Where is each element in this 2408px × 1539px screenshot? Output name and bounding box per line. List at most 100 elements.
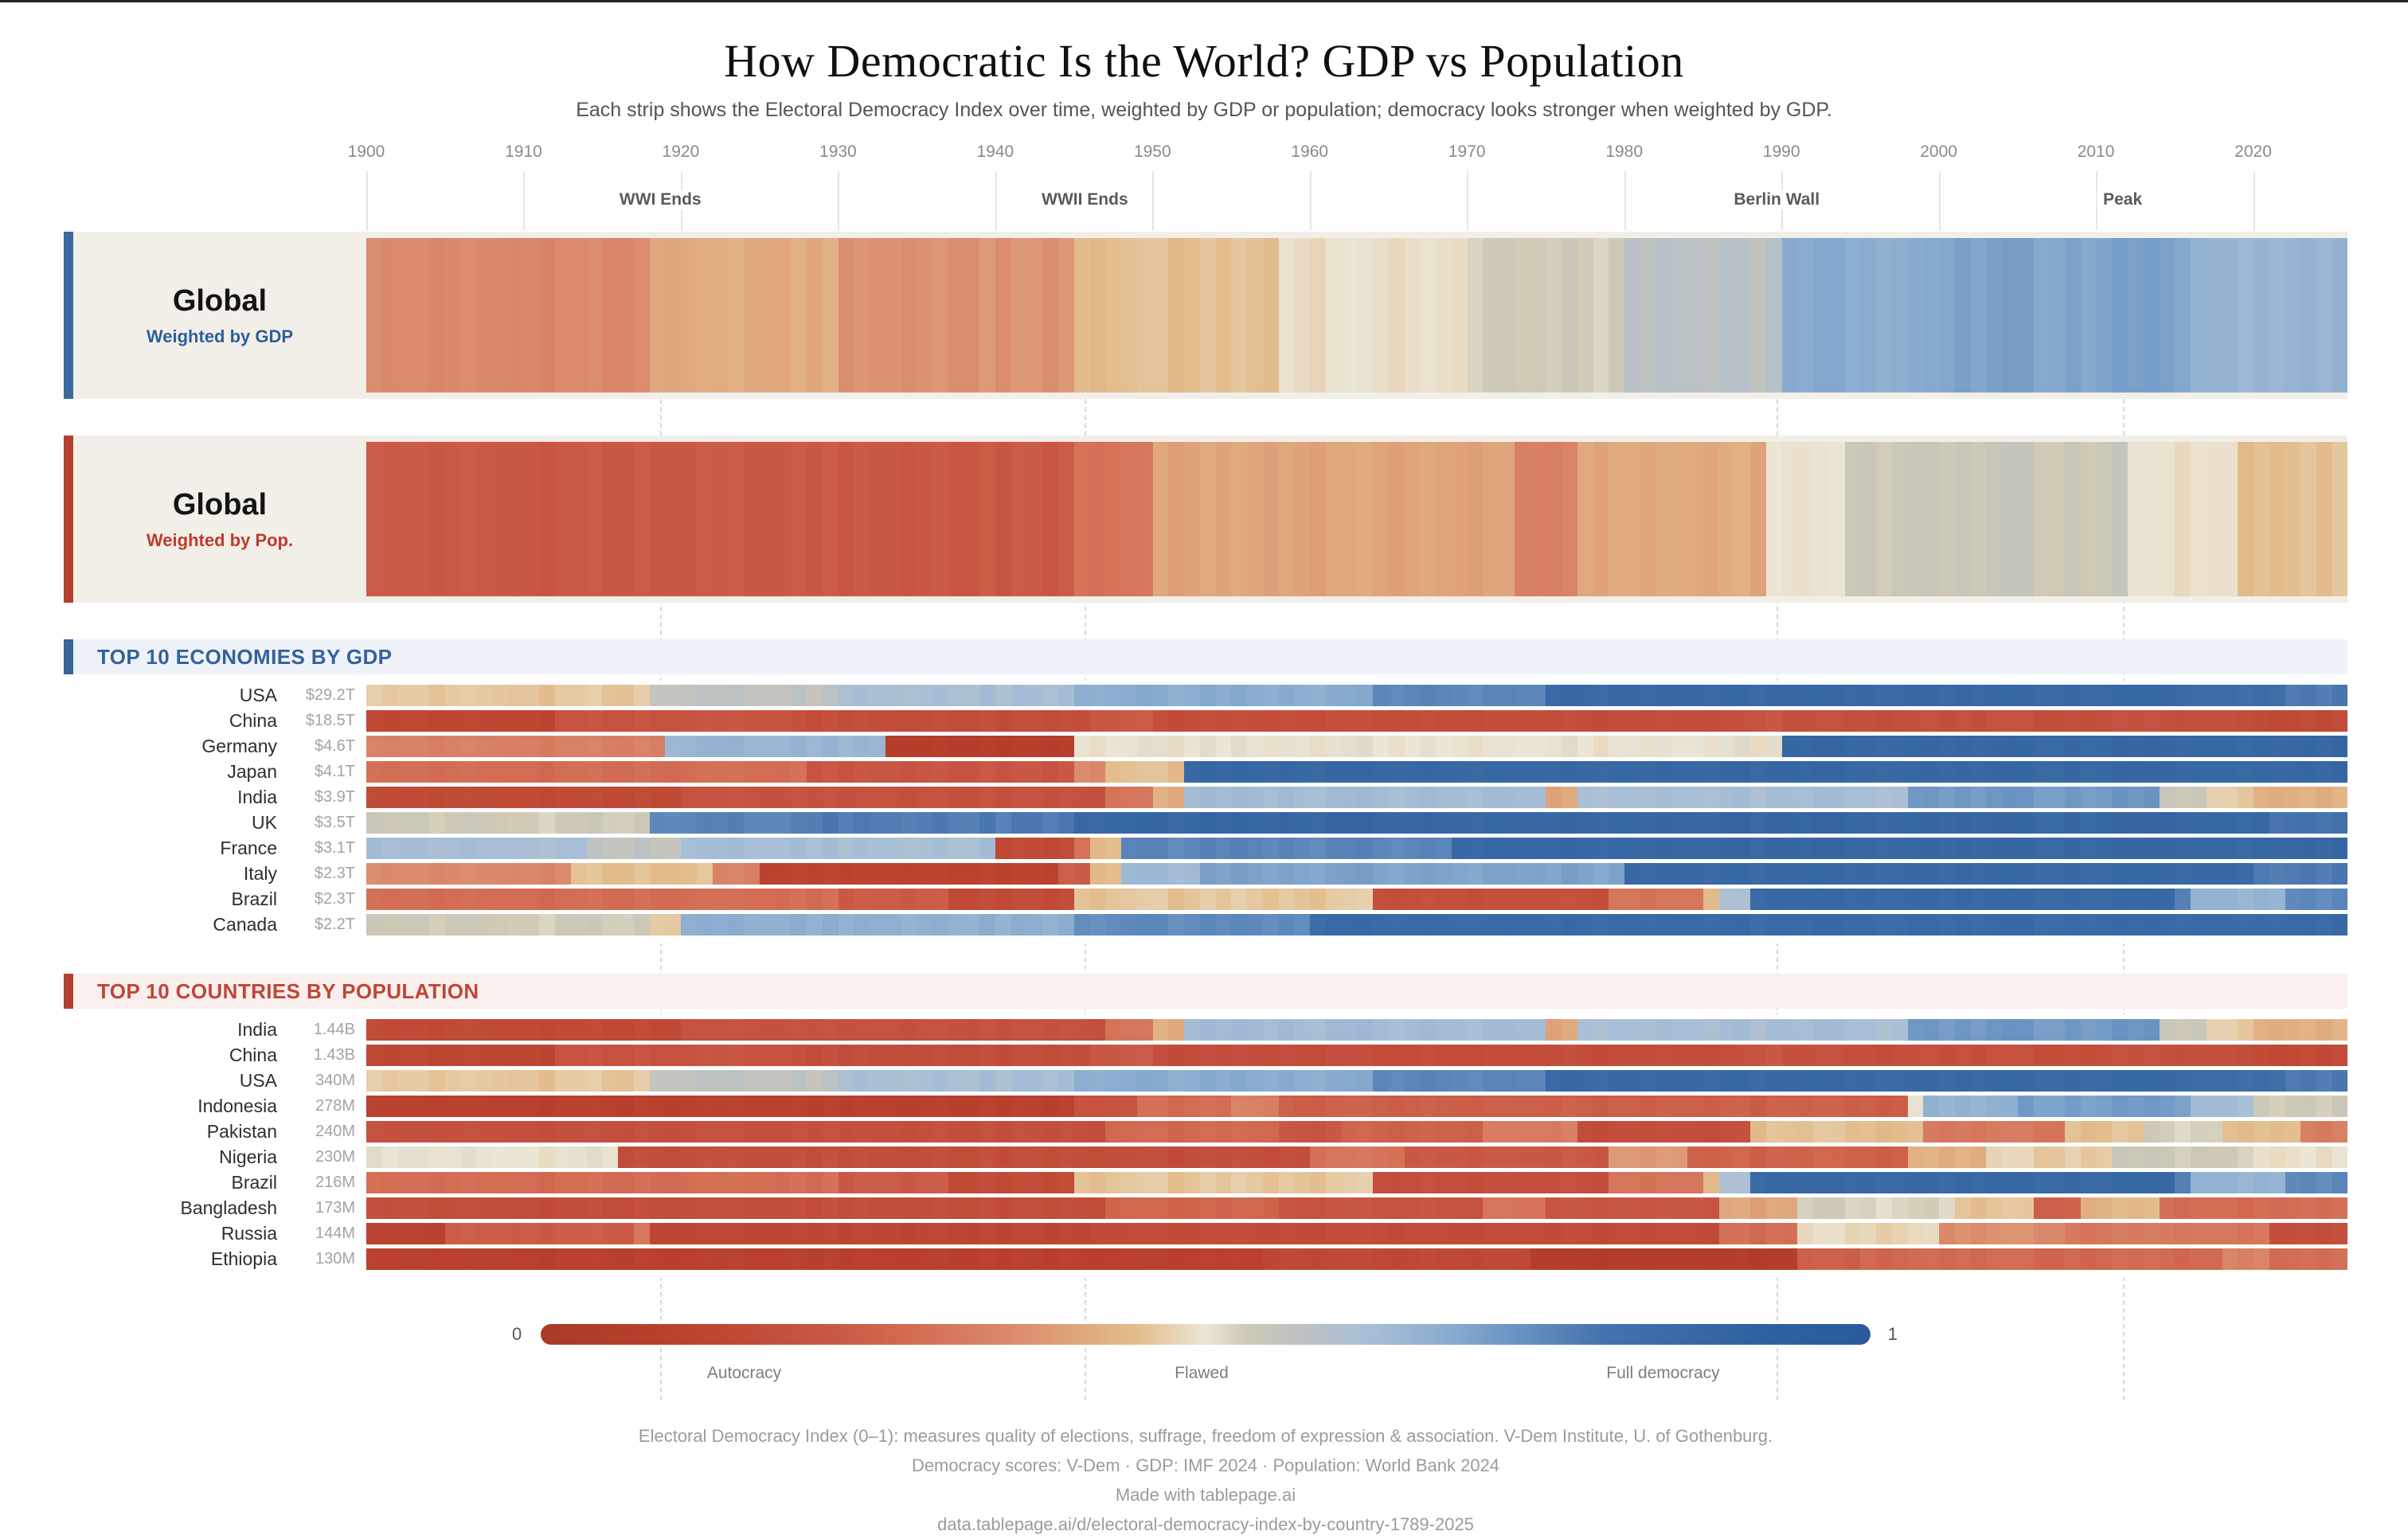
- year-cell: [507, 811, 524, 834]
- year-cell: [1797, 1044, 1813, 1066]
- year-cell: [1970, 913, 1987, 936]
- country-strip-pakistan[interactable]: [366, 1120, 2347, 1143]
- year-cell: [1105, 1248, 1121, 1270]
- year-cell: [618, 888, 634, 910]
- year-cell: [397, 862, 414, 885]
- year-cell: [1026, 442, 1043, 596]
- year-cell: [728, 442, 744, 596]
- year-cell: [2222, 709, 2238, 732]
- country-strip-india[interactable]: [366, 786, 2347, 808]
- year-cell: [2112, 888, 2128, 910]
- year-cell: [932, 1120, 948, 1143]
- country-strip-ethiopia[interactable]: [366, 1248, 2347, 1270]
- year-cell: [1451, 1248, 1468, 1270]
- year-cell: [995, 442, 1011, 596]
- country-strip-bangladesh[interactable]: [366, 1197, 2347, 1219]
- year-cell: [366, 862, 382, 885]
- year-cell: [1451, 1197, 1468, 1219]
- year-cell: [2112, 862, 2128, 885]
- year-cell: [2017, 735, 2034, 757]
- country-strip-japan[interactable]: [366, 760, 2347, 783]
- year-cell: [1546, 1095, 1562, 1117]
- year-cell: [979, 1069, 995, 1092]
- year-cell: [2300, 760, 2316, 783]
- year-cell: [1262, 1146, 1279, 1168]
- year-cell: [1404, 913, 1421, 936]
- country-strip-russia[interactable]: [366, 1222, 2347, 1244]
- year-cell: [681, 786, 697, 808]
- year-cell: [2112, 684, 2128, 706]
- year-cell: [1718, 238, 1735, 393]
- year-cell: [979, 1222, 995, 1244]
- country-strip-germany[interactable]: [366, 735, 2347, 757]
- year-cell: [1373, 709, 1389, 732]
- year-cell: [1247, 735, 1263, 757]
- country-label: India: [237, 1018, 277, 1040]
- year-cell: [2254, 1248, 2269, 1270]
- year-cell: [476, 862, 492, 885]
- year-cell: [2191, 1120, 2207, 1143]
- country-strip-usa[interactable]: [366, 1069, 2347, 1092]
- year-cell: [1907, 1222, 1924, 1244]
- country-strip-india[interactable]: [366, 1018, 2347, 1041]
- year-cell: [1797, 1120, 1813, 1143]
- year-cell: [381, 1146, 398, 1168]
- year-cell: [901, 913, 917, 936]
- global-pop-strip[interactable]: [366, 442, 2347, 596]
- year-cell: [1656, 1095, 1672, 1117]
- year-cell: [1373, 837, 1389, 859]
- country-strip-italy[interactable]: [366, 862, 2347, 885]
- year-cell: [1750, 862, 1766, 885]
- year-cell: [1152, 735, 1169, 757]
- year-cell: [2002, 913, 2018, 936]
- year-cell: [1860, 238, 1876, 393]
- country-row-france: France $3.1T: [64, 835, 2347, 861]
- year-cell: [1718, 1171, 1735, 1193]
- country-strip-usa[interactable]: [366, 684, 2347, 706]
- year-cell: [1168, 862, 1184, 885]
- year-cell: [791, 1222, 807, 1244]
- year-cell: [1828, 760, 1845, 783]
- year-cell: [1891, 888, 1908, 910]
- year-cell: [2002, 786, 2018, 808]
- year-cell: [1215, 913, 1232, 936]
- year-cell: [744, 1120, 760, 1143]
- year-cell: [1939, 760, 1955, 783]
- year-cell: [1341, 735, 1358, 757]
- global-gdp-strip[interactable]: [366, 238, 2347, 393]
- year-cell: [964, 1120, 980, 1143]
- year-cell: [2254, 786, 2269, 808]
- year-cell: [1199, 760, 1216, 783]
- gdp-country-rows: USA $29.2T China $18.5T Germany $4.6T Japan $4.…: [64, 681, 2347, 943]
- year-cell: [618, 1197, 634, 1219]
- country-strip-china[interactable]: [366, 1044, 2347, 1066]
- year-cell: [1121, 1248, 1137, 1270]
- year-cell: [1514, 837, 1530, 859]
- country-strip-canada[interactable]: [366, 913, 2347, 936]
- year-cell: [2065, 1095, 2081, 1117]
- year-cell: [791, 238, 807, 393]
- year-cell: [429, 888, 445, 910]
- year-cell: [1388, 760, 1405, 783]
- year-cell: [1184, 1018, 1200, 1041]
- year-cell: [1278, 1171, 1295, 1193]
- country-strip-france[interactable]: [366, 837, 2347, 859]
- year-cell: [1530, 1197, 1546, 1219]
- year-cell: [995, 1018, 1011, 1041]
- country-strip-indonesia[interactable]: [366, 1095, 2347, 1117]
- year-cell: [744, 760, 760, 783]
- year-cell: [2332, 837, 2347, 859]
- year-cell: [1656, 913, 1672, 936]
- country-strip-uk[interactable]: [366, 811, 2347, 834]
- country-strip-brazil[interactable]: [366, 1171, 2347, 1193]
- year-cell: [1294, 1095, 1310, 1117]
- year-cell: [476, 1146, 492, 1168]
- year-cell: [979, 888, 995, 910]
- country-strip-china[interactable]: [366, 709, 2347, 732]
- year-cell: [1341, 1146, 1358, 1168]
- year-cell: [1844, 760, 1861, 783]
- year-cell: [1923, 1044, 1939, 1066]
- year-cell: [413, 1044, 429, 1066]
- country-strip-brazil[interactable]: [366, 888, 2347, 910]
- country-strip-nigeria[interactable]: [366, 1146, 2347, 1168]
